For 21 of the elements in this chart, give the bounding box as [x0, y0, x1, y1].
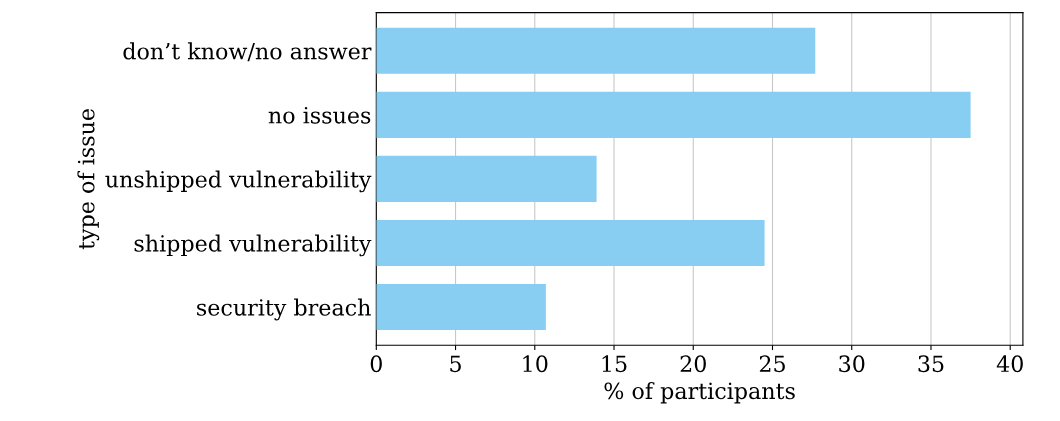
bar	[376, 27, 816, 74]
x-tick-label: 30	[839, 355, 865, 373]
y-tick-label: shipped vulnerability	[134, 234, 372, 257]
bar	[376, 91, 971, 138]
y-tick-label: unshipped vulnerability	[105, 170, 372, 193]
x-tick-label: 35	[918, 355, 944, 373]
y-tick-label: security breach	[197, 298, 371, 321]
x-tick-label: 40	[996, 355, 1023, 373]
x-tick-label: 0	[370, 355, 382, 373]
bar	[376, 155, 597, 202]
x-axis-title: % of participants	[604, 382, 795, 404]
y-tick-label: don’t know/no answer	[123, 42, 372, 62]
x-tick-label: 25	[759, 355, 785, 373]
bar	[376, 283, 546, 331]
y-axis-title: type of issue	[77, 109, 100, 250]
x-tick-label: 10	[523, 355, 548, 373]
x-tick-label: 20	[680, 355, 706, 373]
bar	[376, 219, 765, 267]
x-tick-label: 5	[450, 355, 461, 373]
y-tick-label: no issues	[268, 106, 371, 124]
x-tick-label: 15	[602, 355, 627, 373]
